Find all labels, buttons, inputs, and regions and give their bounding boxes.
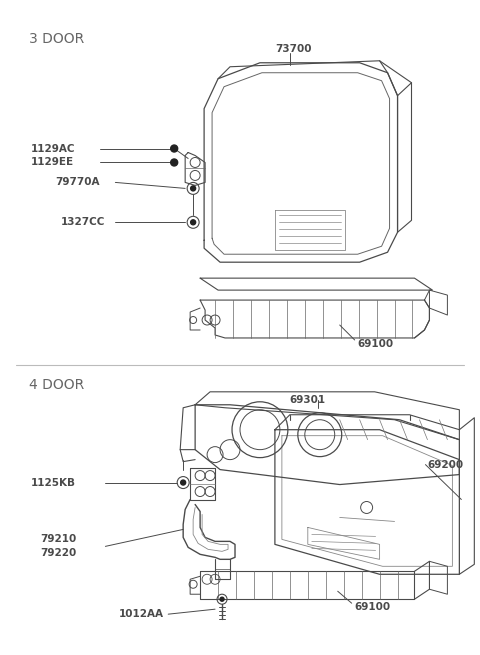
Text: 3 DOOR: 3 DOOR bbox=[29, 32, 84, 46]
Text: 1125KB: 1125KB bbox=[31, 477, 76, 487]
Text: 1129AC: 1129AC bbox=[31, 143, 75, 153]
Text: 79210: 79210 bbox=[41, 534, 77, 544]
Circle shape bbox=[220, 597, 224, 601]
Text: 79770A: 79770A bbox=[56, 178, 100, 187]
Circle shape bbox=[191, 220, 196, 225]
Circle shape bbox=[180, 480, 186, 485]
Text: 69301: 69301 bbox=[290, 395, 326, 405]
Circle shape bbox=[171, 159, 178, 166]
Text: 69100: 69100 bbox=[358, 339, 394, 349]
Text: 1327CC: 1327CC bbox=[60, 217, 105, 227]
Text: 1012AA: 1012AA bbox=[119, 609, 163, 619]
Circle shape bbox=[171, 145, 178, 152]
Text: 69200: 69200 bbox=[428, 460, 464, 470]
Text: 73700: 73700 bbox=[275, 44, 312, 54]
Text: 1129EE: 1129EE bbox=[31, 157, 74, 168]
Text: 69100: 69100 bbox=[355, 602, 391, 612]
Text: 79220: 79220 bbox=[41, 548, 77, 558]
Text: 4 DOOR: 4 DOOR bbox=[29, 378, 84, 392]
Circle shape bbox=[191, 186, 196, 191]
